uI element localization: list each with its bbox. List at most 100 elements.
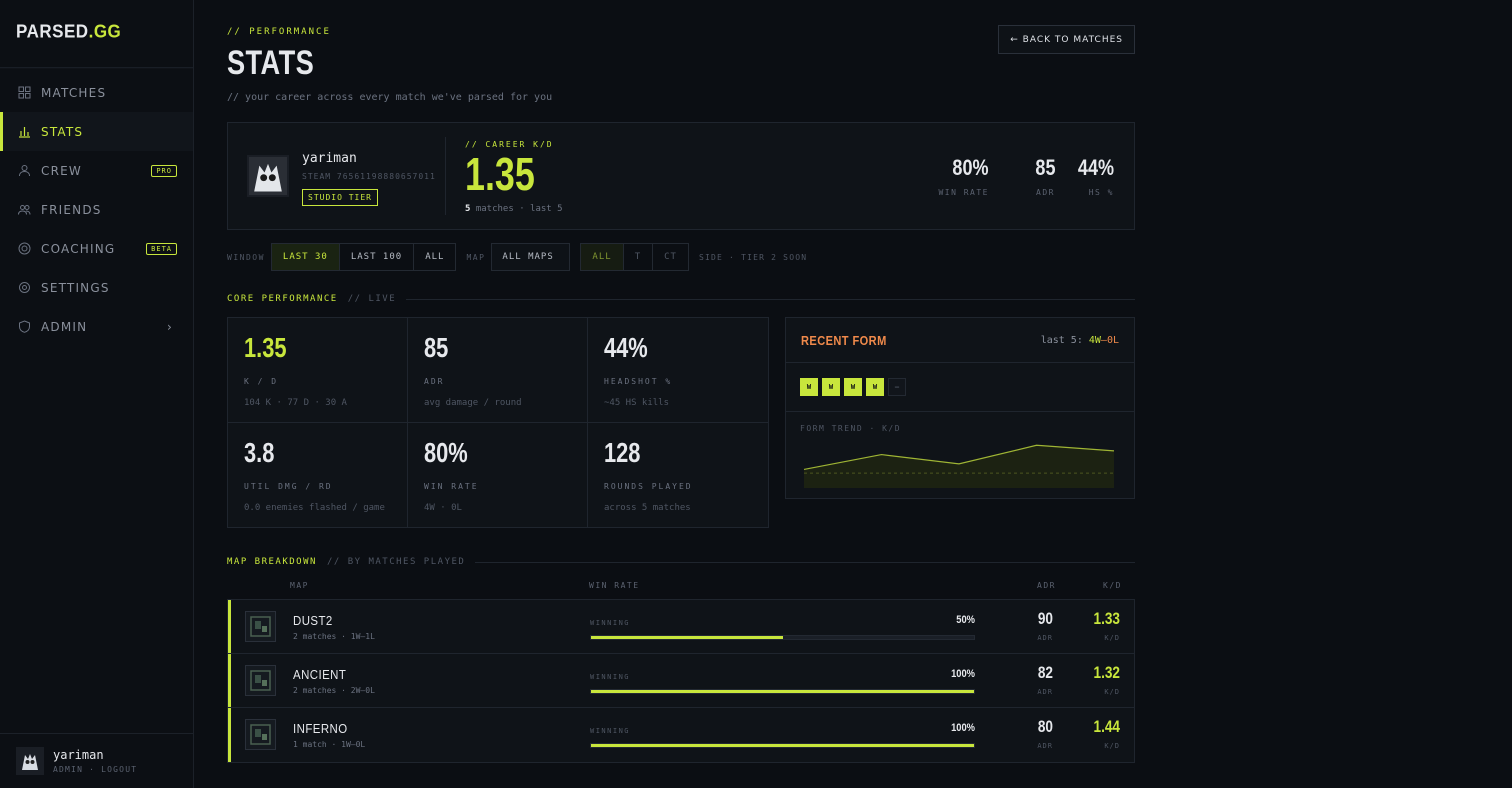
stat-value: 85 <box>1034 155 1055 180</box>
map-thumbnail <box>245 665 276 696</box>
side-option-all[interactable]: ALL <box>581 244 624 270</box>
sidebar-item-stats[interactable]: STATS <box>0 112 193 151</box>
map-name: ANCIENT <box>293 667 347 682</box>
brand-name: PARSED <box>16 20 89 42</box>
map-filter-input[interactable] <box>491 243 571 271</box>
page-subtitle: // your career across every match we've … <box>227 92 553 103</box>
sidebar-item-settings[interactable]: SETTINGS <box>0 268 193 307</box>
adr-value: 82 <box>1037 663 1053 682</box>
map-thumbnail <box>245 719 276 750</box>
sidebar-item-coaching[interactable]: COACHING BETA <box>0 229 193 268</box>
result-pills: W W W W – <box>786 363 1134 412</box>
user-sub-links[interactable]: ADMIN · LOGOUT <box>53 765 138 774</box>
win-rate-bar <box>590 689 975 694</box>
section-title: MAP BREAKDOWN <box>227 557 317 567</box>
sidebar-item-admin[interactable]: ADMIN › <box>0 307 193 346</box>
gear-icon <box>18 281 31 294</box>
win-rate-value: 100% <box>951 722 975 734</box>
table-row[interactable]: INFERNO 1 match · 1W–0L WINNING 100% 80 ADR 1.… <box>228 708 1134 762</box>
table-row[interactable]: ANCIENT 2 matches · 2W–0L WINNING 100% 82 ADR… <box>228 654 1134 708</box>
map-record: 1 match · 1W–0L <box>293 740 366 749</box>
adr-stat: 85 ADR <box>1031 155 1055 197</box>
adr-label: ADR <box>1037 688 1053 696</box>
col-header-map: MAP <box>290 581 309 590</box>
sidebar-item-label: STATS <box>41 124 84 139</box>
recent-form-summary: last 5: 4W–0L <box>1041 335 1119 346</box>
map-thumbnail <box>245 611 276 642</box>
col-header-adr: ADR <box>1037 581 1056 590</box>
side-option-t[interactable]: T <box>624 244 654 270</box>
map-name: DUST2 <box>293 613 333 628</box>
result-pill[interactable]: W <box>844 378 862 396</box>
result-pill[interactable]: W <box>800 378 818 396</box>
kd-label: K/D <box>1104 742 1120 750</box>
map-table: DUST2 2 matches · 1W–1L WINNING 50% 90 ADR 1.3… <box>227 599 1135 763</box>
side-note: SIDE · TIER 2 SOON <box>698 252 808 262</box>
brand-suffix: GG <box>93 20 122 42</box>
cell-detail: 4W · 0L <box>424 503 462 513</box>
side-option-ct[interactable]: CT <box>664 252 677 262</box>
win-rate-fill <box>591 744 974 747</box>
avatar[interactable] <box>16 747 44 775</box>
win-rate-stat: 80% WIN RATE <box>938 155 989 197</box>
stat-cell-kd: 1.35 K / D 104 K · 77 D · 30 A <box>228 318 408 423</box>
map-record: 2 matches · 2W–0L <box>293 686 375 695</box>
window-option-last100[interactable]: LAST 100 <box>340 244 415 270</box>
cell-detail: avg damage / round <box>424 398 522 408</box>
stat-value: 80% <box>952 155 989 180</box>
sidebar-item-friends[interactable]: FRIENDS <box>0 190 193 229</box>
sidebar-item-matches[interactable]: MATCHES <box>0 73 193 112</box>
window-option-last30[interactable]: LAST 30 <box>271 244 340 270</box>
sidebar-item-crew[interactable]: CREW PRO <box>0 151 193 190</box>
back-to-matches-button[interactable]: ← BACK TO MATCHES <box>998 25 1135 54</box>
stat-label: HS % <box>1088 188 1114 197</box>
kd-label: K/D <box>1104 688 1120 696</box>
recent-form-title: RECENT FORM <box>801 332 887 348</box>
sidebar-item-label: COACHING <box>41 241 116 256</box>
profile-avatar <box>247 155 289 197</box>
win-rate-value: 50% <box>956 614 975 626</box>
bar-chart-icon <box>18 125 31 138</box>
stat-cell-winrate: 80% WIN RATE 4W · 0L <box>408 423 588 528</box>
table-row[interactable]: DUST2 2 matches · 1W–1L WINNING 50% 90 ADR 1.3… <box>228 600 1134 654</box>
result-pill[interactable]: W <box>822 378 840 396</box>
result-pill[interactable]: W <box>866 378 884 396</box>
brand-logo[interactable]: PARSED. GG <box>0 0 193 69</box>
window-option-all[interactable]: ALL <box>425 252 445 262</box>
summary-losses: 0L <box>1106 334 1119 346</box>
sidebar-item-label: ADMIN <box>41 319 88 334</box>
kd-label: K/D <box>1104 634 1120 642</box>
sidebar: PARSED. GG MATCHES STATS CREW PRO FRIENDS… <box>0 0 194 788</box>
map-label: MAP <box>466 252 486 262</box>
map-breakdown-header: MAP BREAKDOWN // BY MATCHES PLAYED <box>227 557 1135 567</box>
kd-value: 1.32 <box>1093 663 1120 682</box>
stat-value: 44% <box>1077 155 1114 180</box>
beta-badge: BETA <box>146 242 177 255</box>
cell-label: UTIL DMG / RD <box>244 482 333 491</box>
users-icon <box>18 203 31 216</box>
career-sub-label: matches · last 5 <box>470 204 563 214</box>
win-rate-value: 100% <box>951 668 975 680</box>
stat-cell-adr: 85 ADR avg damage / round <box>408 318 588 423</box>
target-icon <box>18 242 31 255</box>
section-sub: // LIVE <box>347 294 397 304</box>
win-rate-fill <box>591 690 974 693</box>
trend-line <box>803 444 1115 471</box>
adr-label: ADR <box>1037 742 1053 750</box>
cell-detail: across 5 matches <box>604 503 691 513</box>
stat-label: ADR <box>1036 188 1055 197</box>
steam-id: STEAM 76561198880657011 <box>302 172 436 181</box>
career-subtext: 5 matches · last 5 <box>465 204 563 214</box>
kd-value: 1.33 <box>1093 609 1120 628</box>
core-performance-header: CORE PERFORMANCE // LIVE <box>227 294 1135 304</box>
trend-label: FORM TREND · K/D <box>800 424 902 433</box>
summary-sep: – <box>1100 334 1107 346</box>
cell-value: 3.8 <box>244 437 275 468</box>
win-rate-fill <box>591 636 783 639</box>
filter-bar: WINDOW LAST 30 LAST 100 ALL MAP ALL T CT… <box>227 243 807 271</box>
map-table-header: MAP WIN RATE ADR K/D <box>227 581 1135 593</box>
career-match-count: 5 <box>465 204 471 214</box>
summary-wins: 4W <box>1088 334 1101 346</box>
col-header-winrate: WIN RATE <box>589 581 640 590</box>
recent-form-header: RECENT FORM last 5: 4W–0L <box>786 318 1134 363</box>
